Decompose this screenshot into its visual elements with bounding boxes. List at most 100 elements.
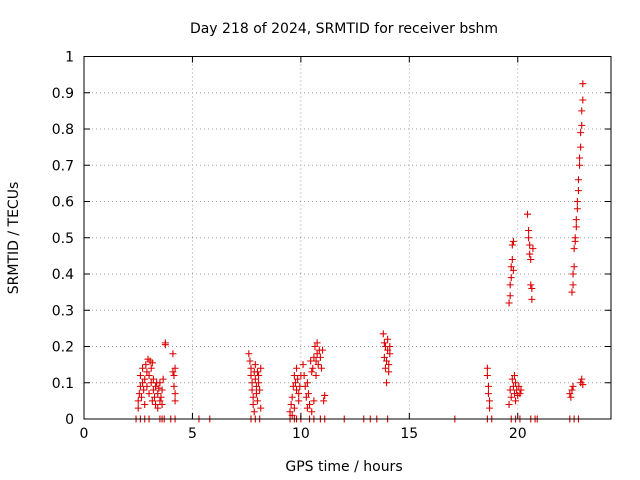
data-point xyxy=(247,364,255,372)
y-tick-label: 0.6 xyxy=(52,195,74,211)
x-tick-label: 5 xyxy=(188,426,197,442)
data-point xyxy=(508,256,516,263)
data-point xyxy=(577,143,585,151)
data-point xyxy=(139,364,147,372)
data-point xyxy=(483,372,491,379)
data-point xyxy=(295,397,303,405)
data-point xyxy=(384,346,392,354)
data-point xyxy=(145,372,153,379)
data-point xyxy=(294,375,302,383)
data-point xyxy=(528,285,536,292)
data-point xyxy=(253,368,261,376)
data-point xyxy=(577,129,585,137)
x-tick-label: 10 xyxy=(292,426,310,442)
data-point xyxy=(320,397,328,405)
data-point xyxy=(306,401,314,408)
data-point xyxy=(154,390,162,398)
data-point xyxy=(300,372,308,379)
data-point xyxy=(139,379,147,387)
data-point xyxy=(245,350,253,358)
data-point xyxy=(311,343,319,350)
data-point xyxy=(304,390,312,398)
data-point xyxy=(308,408,316,416)
data-point xyxy=(251,361,259,369)
data-point xyxy=(578,107,586,115)
data-point xyxy=(161,341,169,349)
data-point xyxy=(154,404,162,412)
data-point xyxy=(386,343,394,350)
data-point xyxy=(384,335,392,343)
data-point xyxy=(248,386,256,394)
data-point xyxy=(257,404,265,412)
y-tick-label: 0.7 xyxy=(52,158,74,174)
data-point xyxy=(525,234,533,242)
data-point xyxy=(171,364,179,372)
data-point xyxy=(509,266,517,274)
data-point xyxy=(312,357,320,365)
data-point xyxy=(255,379,263,387)
data-point xyxy=(303,379,311,387)
data-point xyxy=(293,364,301,372)
data-point xyxy=(573,198,581,205)
data-point xyxy=(289,382,297,390)
data-point xyxy=(316,353,324,361)
data-point xyxy=(571,234,579,242)
data-point xyxy=(321,391,329,399)
data-point xyxy=(380,339,388,347)
data-point xyxy=(156,397,164,405)
data-point xyxy=(574,176,582,184)
data-point xyxy=(516,390,524,398)
data-point xyxy=(255,372,263,379)
data-point xyxy=(383,379,391,387)
data-point xyxy=(569,382,577,390)
data-point xyxy=(251,375,259,383)
data-point xyxy=(313,350,321,358)
data-point xyxy=(527,256,535,263)
data-point xyxy=(159,375,167,383)
data-point xyxy=(385,361,393,369)
data-point xyxy=(385,368,393,376)
data-point xyxy=(506,292,514,300)
x-tick-label: 15 xyxy=(400,426,418,442)
data-point xyxy=(578,375,586,383)
data-point xyxy=(314,361,322,369)
data-point xyxy=(525,227,533,234)
data-point xyxy=(379,330,387,338)
data-point xyxy=(317,364,325,372)
data-point xyxy=(507,274,515,282)
data-point xyxy=(312,372,320,379)
data-point xyxy=(250,408,258,416)
data-point xyxy=(526,241,534,249)
y-axis-label: SRMTID / TECUs xyxy=(6,182,22,295)
data-point xyxy=(486,404,494,412)
data-point xyxy=(567,393,575,401)
data-point xyxy=(246,357,254,365)
data-point xyxy=(170,382,178,390)
data-point xyxy=(290,372,298,379)
data-point xyxy=(256,386,264,394)
data-point xyxy=(247,372,255,379)
data-point xyxy=(576,161,584,169)
data-point xyxy=(308,368,316,376)
y-tick-label: 0.9 xyxy=(52,86,74,102)
data-point xyxy=(137,393,145,401)
data-point xyxy=(136,382,144,390)
data-point xyxy=(319,346,327,354)
data-point xyxy=(295,390,303,398)
data-point xyxy=(140,386,148,394)
data-point xyxy=(156,379,164,387)
data-point xyxy=(313,339,321,347)
y-tick-label: 0.8 xyxy=(52,122,74,138)
data-point xyxy=(134,397,142,405)
data-point xyxy=(573,205,581,213)
data-point xyxy=(310,353,318,361)
data-point xyxy=(505,299,513,307)
data-point xyxy=(249,401,257,408)
data-point xyxy=(169,368,177,376)
axis-tick-labels: 0 5 10 15 20 0 0.1 0.2 0.3 0.4 0.5 0.6 0.7 0.8 0.9 1 xyxy=(52,50,527,443)
x-axis-label: GPS time / hours xyxy=(285,459,402,475)
data-point xyxy=(149,375,157,383)
data-point xyxy=(290,404,298,412)
data-point xyxy=(142,361,150,369)
